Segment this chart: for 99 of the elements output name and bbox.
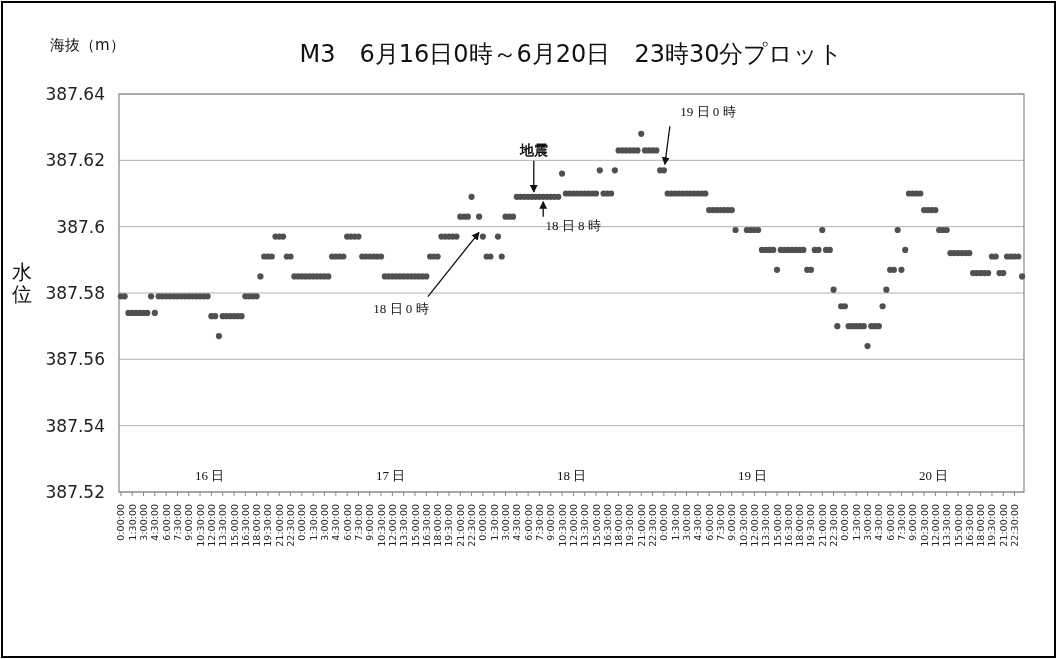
x-tick-label: 12:00:00: [929, 504, 941, 547]
y-axis-title: 水位: [12, 260, 32, 306]
y-tick-label: 387.58: [45, 283, 105, 303]
x-tick-label: 15:00:00: [590, 504, 602, 547]
x-tick-label: 10:30:00: [918, 504, 930, 547]
x-tick-label: 21:00:00: [273, 504, 285, 547]
y-tick-label: 387.54: [45, 415, 105, 436]
x-tick-label: 10:30:00: [737, 504, 749, 547]
x-tick-label: 18:00:00: [432, 504, 444, 547]
x-tick-label: 12:00:00: [748, 504, 760, 547]
x-tick-label: 6:00:00: [160, 504, 172, 541]
x-tick-label: 15:00:00: [771, 504, 783, 547]
x-tick-label: 10:30:00: [556, 504, 568, 547]
x-tick-label: 18:00:00: [613, 504, 625, 547]
x-tick-label: 19:30:00: [624, 504, 636, 547]
x-tick-label: 0:00:00: [839, 504, 851, 541]
x-tick-label: 9:00:00: [545, 504, 557, 541]
x-tick-label: 9:00:00: [364, 504, 376, 541]
x-tick-label: 4:30:00: [330, 504, 342, 541]
x-tick-label: 9:00:00: [907, 504, 919, 541]
annotation: 19 日: [737, 468, 768, 483]
x-tick-label: 1:30:00: [669, 504, 681, 541]
x-tick-label: 1:30:00: [126, 504, 138, 541]
x-tick-label: 0:00:00: [477, 504, 489, 541]
x-tick-label: 22:30:00: [285, 504, 297, 547]
x-tick-label: 12:00:00: [386, 504, 398, 547]
x-tick-label: 19:30:00: [986, 504, 998, 547]
annotation: 18 日: [556, 468, 587, 483]
x-tick-label: 12:00:00: [567, 504, 579, 547]
y-tick-label: 387.6: [56, 216, 105, 237]
x-tick-label: 6:00:00: [341, 504, 353, 541]
x-tick-label: 19:30:00: [262, 504, 274, 547]
y-tick-label: 387.56: [45, 349, 105, 370]
x-tick-label: 1:30:00: [307, 504, 319, 541]
x-tick-label: 10:30:00: [194, 504, 206, 547]
x-tick-label: 13:30:00: [579, 504, 591, 547]
x-tick-label: 15:00:00: [409, 504, 421, 547]
x-tick-label: 3:00:00: [681, 504, 693, 541]
x-tick-label: 4:30:00: [692, 504, 704, 541]
x-tick-label: 0:00:00: [658, 504, 670, 541]
x-tick-label: 3:00:00: [138, 504, 150, 541]
x-tick-label: 4:30:00: [149, 504, 161, 541]
x-tick-label: 21:00:00: [635, 504, 647, 547]
x-tick-label: 1:30:00: [850, 504, 862, 541]
x-tick-label: 6:00:00: [884, 504, 896, 541]
x-tick-label: 16:30:00: [963, 504, 975, 547]
x-tick-label: 13:30:00: [760, 504, 772, 547]
x-tick-label: 4:30:00: [873, 504, 885, 541]
x-tick-label: 15:00:00: [952, 504, 964, 547]
x-tick-label: 6:00:00: [522, 504, 534, 541]
x-tick-label: 16:30:00: [239, 504, 251, 547]
x-tick-label: 18:00:00: [251, 504, 263, 547]
x-tick-label: 1:30:00: [488, 504, 500, 541]
y-tick-label: 387.64: [45, 84, 105, 104]
x-tick-label: 12:00:00: [205, 504, 217, 547]
x-tick-label: 10:30:00: [375, 504, 387, 547]
chart-title: M3 6月16日0時～6月20日 23時30分プロット: [299, 40, 844, 68]
x-tick-label: 7:30:00: [533, 504, 545, 541]
x-tick-label: 18:00:00: [975, 504, 987, 547]
x-tick-label: 22:30:00: [647, 504, 659, 547]
x-tick-label: 7:30:00: [352, 504, 364, 541]
x-tick-label: 13:30:00: [398, 504, 410, 547]
annotation: 19 日 0 時: [680, 104, 736, 120]
x-tick-label: 0:00:00: [296, 504, 308, 541]
x-tick-label: 16:30:00: [601, 504, 613, 547]
x-tick-label: 4:30:00: [511, 504, 523, 541]
annotation: 地震: [518, 142, 548, 158]
x-tick-label: 9:00:00: [183, 504, 195, 541]
x-tick-label: 7:30:00: [714, 504, 726, 541]
x-tick-label: 13:30:00: [941, 504, 953, 547]
x-tick-label: 16:30:00: [420, 504, 432, 547]
x-tick-label: 3:00:00: [319, 504, 331, 541]
x-tick-label: 19:30:00: [443, 504, 455, 547]
x-tick-label: 22:30:00: [828, 504, 840, 547]
annotation: 16 日: [194, 468, 225, 483]
x-tick-label: 3:00:00: [500, 504, 512, 541]
text: 海抜（m）: [50, 36, 125, 54]
x-tick-label: 6:00:00: [703, 504, 715, 541]
y-tick-label: 387.62: [45, 150, 105, 171]
y-tick-label: 387.52: [45, 482, 105, 502]
annotation: 17 日: [375, 468, 406, 483]
x-tick-label: 7:30:00: [171, 504, 183, 541]
x-tick-label: 21:00:00: [997, 504, 1009, 547]
x-tick-label: 0:00:00: [115, 504, 127, 541]
x-tick-label: 16:30:00: [782, 504, 794, 547]
x-tick-label: 22:30:00: [1009, 504, 1021, 547]
x-tick-label: 22:30:00: [466, 504, 478, 547]
x-tick-label: 15:00:00: [228, 504, 240, 547]
x-tick-label: 18:00:00: [794, 504, 806, 547]
x-tick-label: 19:30:00: [805, 504, 817, 547]
annotation: 18 日 8 時: [545, 217, 601, 233]
x-tick-label: 3:00:00: [862, 504, 874, 541]
x-tick-label: 9:00:00: [726, 504, 738, 541]
x-tick-label: 21:00:00: [454, 504, 466, 547]
x-tick-label: 13:30:00: [217, 504, 229, 547]
x-tick-label: 21:00:00: [816, 504, 828, 547]
annotation: 18 日 0 時: [373, 300, 429, 316]
annotation: 20 日: [918, 468, 949, 483]
x-tick-label: 7:30:00: [895, 504, 907, 541]
